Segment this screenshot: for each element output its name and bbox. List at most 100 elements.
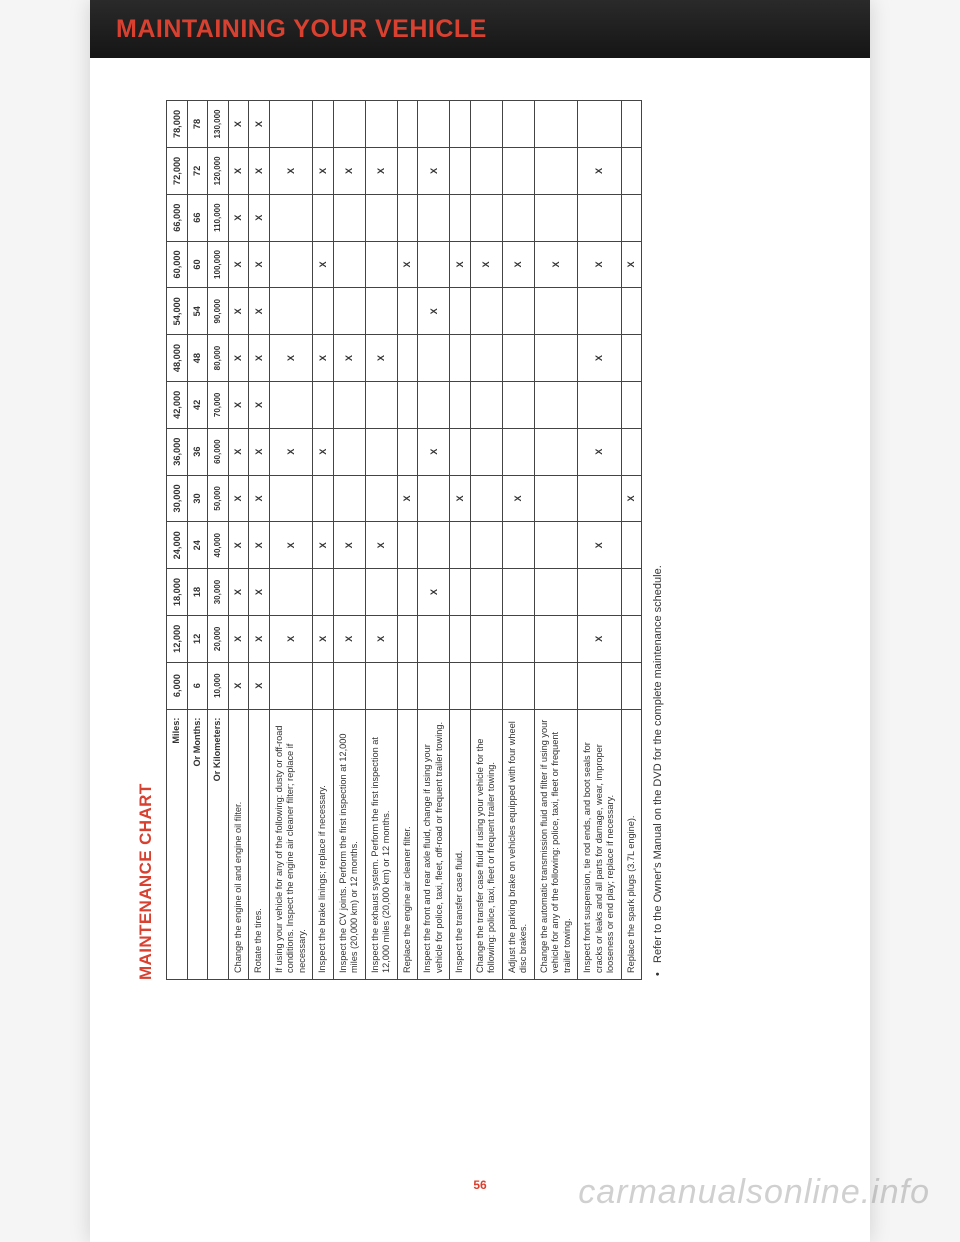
schedule-cell <box>450 615 471 662</box>
header-label: Or Months: <box>187 709 208 979</box>
header-cell: 6 <box>187 662 208 709</box>
schedule-cell <box>621 381 642 428</box>
schedule-cell <box>313 475 334 522</box>
schedule-cell: X <box>228 662 249 709</box>
schedule-cell <box>418 335 450 382</box>
header-cell: 80,000 <box>208 335 229 382</box>
schedule-cell: X <box>333 615 365 662</box>
schedule-cell: X <box>502 241 534 288</box>
schedule-cell <box>269 381 313 428</box>
schedule-cell: X <box>365 335 397 382</box>
schedule-cell <box>450 147 471 194</box>
header-cell: 54 <box>187 288 208 335</box>
table-row: Replace the spark plugs (3.7L engine). X X <box>621 101 642 980</box>
schedule-cell <box>470 615 502 662</box>
schedule-cell: X <box>418 147 450 194</box>
schedule-cell: X <box>249 194 270 241</box>
header-cell: 90,000 <box>208 288 229 335</box>
schedule-cell <box>534 381 578 428</box>
header-cell: 18 <box>187 569 208 616</box>
schedule-cell: X <box>578 335 622 382</box>
header-cell: 6,000 <box>167 662 188 709</box>
schedule-cell <box>502 381 534 428</box>
schedule-cell: X <box>228 428 249 475</box>
schedule-cell <box>397 101 418 148</box>
schedule-cell <box>333 475 365 522</box>
schedule-cell <box>269 101 313 148</box>
header-cell: 24 <box>187 522 208 569</box>
schedule-cell <box>534 101 578 148</box>
schedule-cell: X <box>269 522 313 569</box>
schedule-cell: X <box>621 241 642 288</box>
maintenance-item-label: Change the engine oil and engine oil fil… <box>228 709 249 979</box>
maintenance-item-label: Inspect the transfer case fluid. <box>450 709 471 979</box>
table-row: Inspect the transfer case fluid.XX <box>450 101 471 980</box>
maintenance-item-label: Replace the spark plugs (3.7L engine). <box>621 709 642 979</box>
schedule-cell: X <box>249 101 270 148</box>
schedule-cell <box>397 522 418 569</box>
maintenance-item-label: Adjust the parking brake on vehicles equ… <box>502 709 534 979</box>
schedule-cell <box>365 475 397 522</box>
schedule-cell <box>365 194 397 241</box>
header-cell: 40,000 <box>208 522 229 569</box>
header-row: Miles:6,00012,00018,00024,00030,00036,00… <box>167 101 188 980</box>
schedule-cell <box>502 194 534 241</box>
header-cell: 120,000 <box>208 147 229 194</box>
schedule-cell: X <box>333 335 365 382</box>
header-cell: 30 <box>187 475 208 522</box>
schedule-cell <box>333 241 365 288</box>
schedule-cell <box>397 662 418 709</box>
header-cell: 42,000 <box>167 381 188 428</box>
schedule-cell <box>621 615 642 662</box>
schedule-cell <box>534 194 578 241</box>
schedule-cell <box>450 428 471 475</box>
schedule-cell <box>269 288 313 335</box>
schedule-cell <box>269 569 313 616</box>
schedule-cell <box>333 381 365 428</box>
schedule-cell <box>621 288 642 335</box>
schedule-cell <box>470 381 502 428</box>
schedule-cell <box>502 615 534 662</box>
schedule-cell <box>313 288 334 335</box>
footnote: • Refer to the Owner's Manual on the DVD… <box>652 100 664 980</box>
header-cell: 78,000 <box>167 101 188 148</box>
schedule-cell: X <box>333 147 365 194</box>
maintenance-item-label: Inspect the CV joints. Perform the first… <box>333 709 365 979</box>
schedule-cell: X <box>621 475 642 522</box>
table-row: Replace the engine air cleaner filter.XX <box>397 101 418 980</box>
schedule-cell: X <box>249 662 270 709</box>
header-cell: 36,000 <box>167 428 188 475</box>
maintenance-item-label: Inspect the exhaust system. Perform the … <box>365 709 397 979</box>
schedule-cell <box>502 101 534 148</box>
schedule-cell: X <box>269 615 313 662</box>
header-cell: 50,000 <box>208 475 229 522</box>
schedule-cell: X <box>228 335 249 382</box>
schedule-cell <box>534 428 578 475</box>
schedule-cell <box>418 101 450 148</box>
header-cell: 54,000 <box>167 288 188 335</box>
schedule-cell: X <box>578 147 622 194</box>
header-cell: 48 <box>187 335 208 382</box>
schedule-cell <box>502 147 534 194</box>
schedule-cell <box>397 569 418 616</box>
schedule-cell <box>502 335 534 382</box>
schedule-cell <box>578 569 622 616</box>
schedule-cell <box>534 615 578 662</box>
schedule-cell <box>365 428 397 475</box>
schedule-cell: X <box>228 569 249 616</box>
schedule-cell: X <box>249 147 270 194</box>
schedule-cell <box>450 662 471 709</box>
schedule-cell <box>621 522 642 569</box>
schedule-cell <box>450 335 471 382</box>
schedule-cell <box>418 475 450 522</box>
schedule-cell <box>365 101 397 148</box>
schedule-cell: X <box>249 569 270 616</box>
header-cell: 70,000 <box>208 381 229 428</box>
schedule-cell <box>450 522 471 569</box>
header-cell: 100,000 <box>208 241 229 288</box>
table-row: Inspect the exhaust system. Perform the … <box>365 101 397 980</box>
schedule-cell: X <box>228 522 249 569</box>
schedule-cell <box>621 428 642 475</box>
schedule-cell <box>365 662 397 709</box>
header-cell: 36 <box>187 428 208 475</box>
